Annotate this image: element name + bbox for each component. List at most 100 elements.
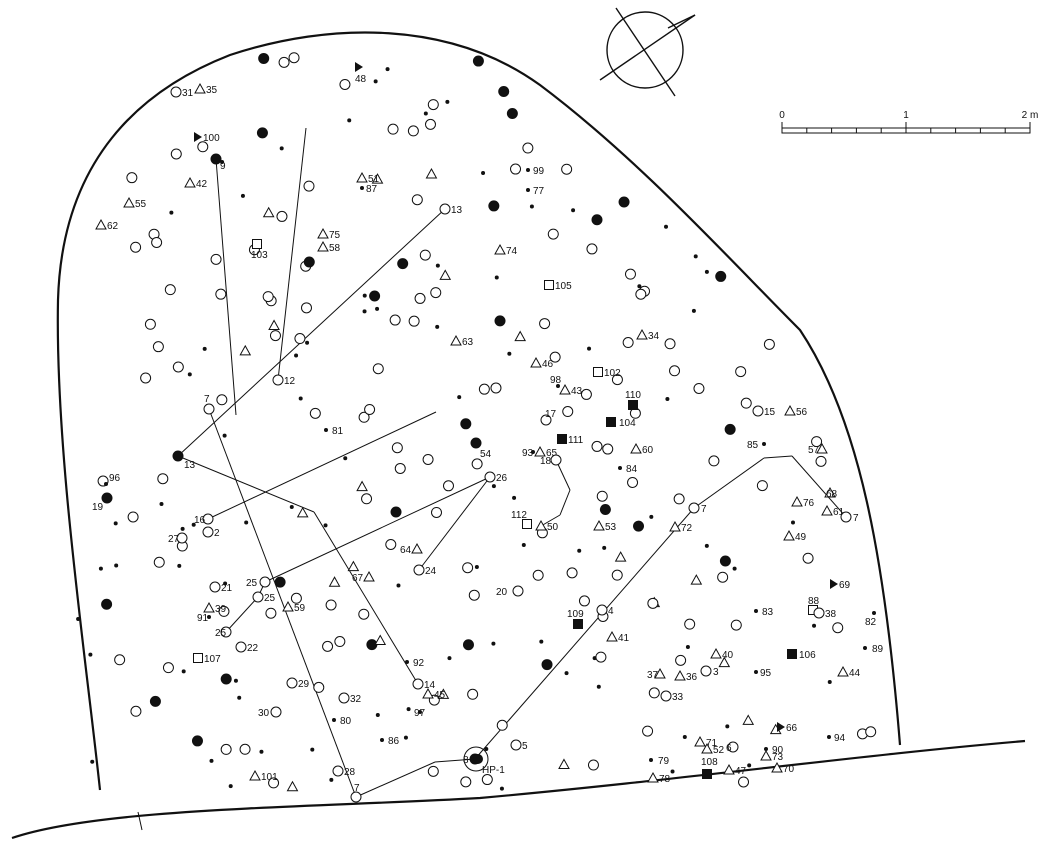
feature-label: 100	[203, 133, 220, 144]
feature-triangle	[296, 506, 309, 518]
feature-point	[602, 545, 607, 550]
feature-dot	[599, 503, 611, 515]
feature-circle	[303, 180, 315, 192]
feature-circle	[197, 141, 209, 153]
feature-circle: 7	[203, 394, 215, 415]
feature-triangle: 67	[352, 570, 375, 584]
refit-line	[207, 411, 437, 520]
feature-circle	[578, 595, 590, 607]
feature-circle: 21	[209, 581, 233, 594]
feature-circle: 30	[258, 706, 282, 719]
feature-circle	[811, 436, 823, 448]
feature-circle	[471, 458, 483, 470]
feature-circle	[522, 142, 534, 154]
feature-label: 7	[701, 504, 707, 515]
feature-point	[596, 684, 601, 689]
feature-dot	[397, 258, 409, 270]
feature-circle	[407, 125, 419, 137]
feature-label: 87	[366, 184, 378, 195]
feature-label: 79	[658, 756, 670, 767]
feature-triangle	[437, 688, 450, 699]
feature-triangle	[356, 480, 368, 492]
feature-point	[113, 521, 118, 526]
feature-label: 93	[522, 448, 534, 459]
feature-point	[403, 735, 408, 740]
feature-point	[827, 679, 832, 684]
feature-circle	[239, 743, 251, 755]
feature-circle	[385, 538, 397, 550]
feature-label: 77	[533, 186, 545, 197]
feature-label: 63	[462, 337, 474, 348]
feature-triangle	[718, 656, 731, 668]
feature-triangle: 62	[95, 218, 119, 232]
feature-triangle: 70	[771, 761, 795, 775]
feature-dot	[256, 127, 268, 139]
feature-point	[209, 758, 214, 763]
feature-label: 94	[834, 733, 846, 744]
feature-circle	[763, 338, 775, 350]
feature-point	[222, 433, 227, 438]
feature-circle: 32	[338, 692, 362, 705]
feature-triangle: 56	[784, 404, 808, 418]
feature-triangle: 59	[282, 600, 306, 614]
feature-circle	[562, 406, 574, 418]
feature-point	[298, 396, 303, 401]
feature-circle: 33	[660, 690, 684, 703]
feature-label: 21	[221, 583, 233, 594]
feature-circle	[309, 407, 321, 419]
feature-circle: 22	[235, 641, 259, 654]
feature-circle	[427, 99, 439, 111]
site-boundary	[56, 31, 902, 791]
feature-triangle: 63	[450, 334, 474, 348]
feature-label: 56	[796, 407, 808, 418]
feature-label: 105	[555, 281, 572, 292]
refit-line	[555, 459, 571, 491]
feature-dot	[462, 639, 474, 651]
feature-dot	[633, 520, 645, 532]
feature-dot	[591, 214, 603, 226]
feature-triangle: 73	[760, 749, 784, 763]
feature-label: 8	[463, 755, 469, 766]
feature-circle: 13	[439, 203, 463, 216]
feature-label: 54	[480, 449, 492, 460]
boundary-tick	[137, 811, 143, 831]
feature-circle	[372, 363, 384, 375]
feature-dot	[149, 695, 161, 707]
feature-triangle: 44	[837, 665, 861, 679]
feature-point: 92	[405, 658, 425, 669]
feature-triangle	[347, 560, 360, 572]
feature-label: 25	[215, 628, 227, 639]
feature-label: 99	[533, 166, 545, 177]
feature-triangle	[374, 634, 387, 646]
feature-point: 97	[414, 708, 426, 719]
feature-triangle: 57	[808, 442, 828, 456]
feature-circle: 5	[510, 739, 528, 752]
feature-label: 101	[261, 772, 278, 783]
feature-circle	[478, 383, 490, 395]
feature-point	[494, 275, 499, 280]
feature-label: 25	[246, 578, 258, 589]
feature-triangle: 35	[194, 82, 218, 96]
feature-circle	[216, 394, 228, 406]
refit-lines	[177, 127, 847, 798]
feature-triangle: 50	[535, 519, 559, 533]
feature-circle	[730, 619, 742, 631]
refit-line	[177, 455, 315, 513]
feature-circle: 38	[813, 607, 837, 620]
feature-triangle: 51	[356, 171, 380, 185]
feature-circle	[300, 302, 312, 314]
feature-triangle: 36	[674, 669, 698, 683]
feature-point: 89	[863, 644, 884, 655]
feature-label: 111	[568, 435, 584, 446]
feature-point	[790, 520, 795, 525]
feature-triangle	[425, 167, 438, 179]
feature-label: 106	[799, 650, 816, 661]
feature-label: 35	[206, 85, 218, 96]
feature-circle	[152, 341, 164, 353]
feature-circle: 20	[496, 585, 524, 598]
feature-circle	[865, 726, 877, 738]
feature-triangle: 65	[534, 445, 558, 459]
feature-circle	[210, 253, 222, 265]
feature-triangle: 39	[203, 601, 227, 615]
